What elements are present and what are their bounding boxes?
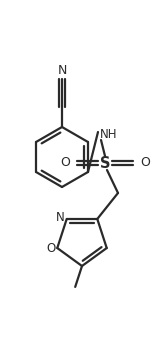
Text: N: N — [57, 64, 67, 77]
Text: O: O — [46, 241, 55, 255]
Text: N: N — [56, 212, 65, 224]
Text: NH: NH — [100, 129, 117, 142]
Text: O: O — [60, 157, 70, 169]
Text: S: S — [100, 155, 110, 170]
Text: O: O — [140, 157, 150, 169]
